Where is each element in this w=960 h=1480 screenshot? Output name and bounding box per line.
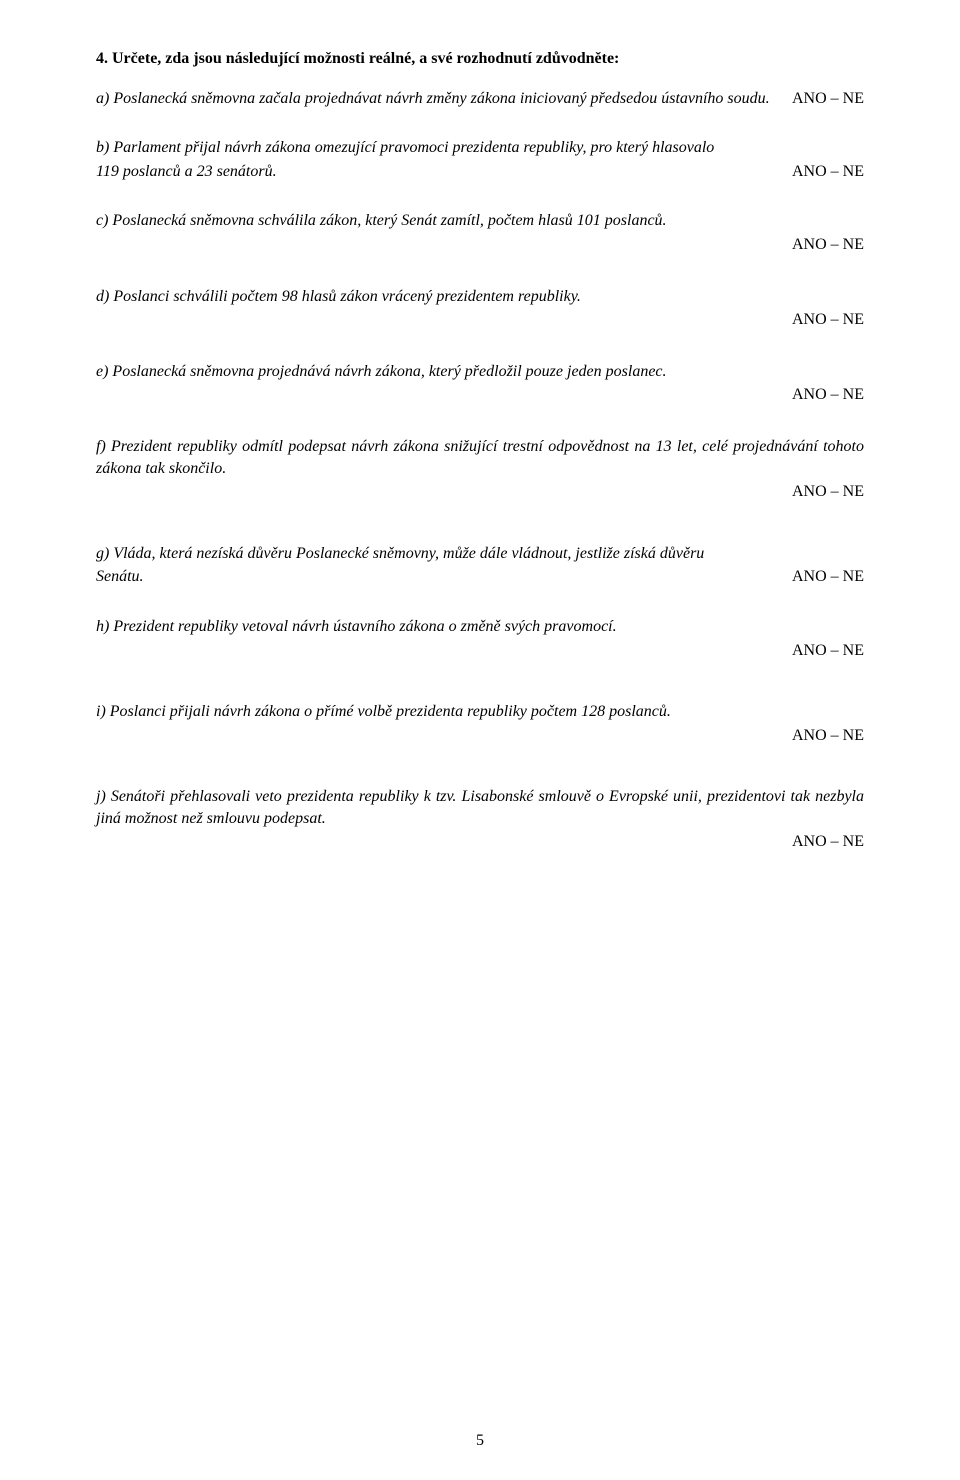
- item-d-answer: ANO – NE: [96, 309, 864, 331]
- item-g-answer: ANO – NE: [792, 566, 864, 588]
- item-b-answer: ANO – NE: [792, 161, 864, 183]
- item-h-text: h) Prezident republiky vetoval návrh úst…: [96, 616, 864, 638]
- item-i-answer: ANO – NE: [96, 725, 864, 747]
- item-b-line2: 119 poslanců a 23 senátorů.: [96, 161, 792, 183]
- item-a-row: a) Poslanecká sněmovna začala projednáva…: [96, 88, 864, 110]
- item-f-text: f) Prezident republiky odmítl podepsat n…: [96, 436, 864, 479]
- item-c-text: c) Poslanecká sněmovna schválila zákon, …: [96, 210, 864, 232]
- item-j-answer: ANO – NE: [96, 831, 864, 853]
- item-b-line1: b) Parlament přijal návrh zákona omezují…: [96, 137, 864, 159]
- item-b-row2: 119 poslanců a 23 senátorů. ANO – NE: [96, 161, 864, 183]
- item-j-text: j) Senátoři přehlasovali veto prezidenta…: [96, 786, 864, 829]
- item-h-answer: ANO – NE: [96, 640, 864, 662]
- item-e-text: e) Poslanecká sněmovna projednává návrh …: [96, 361, 864, 383]
- item-e-answer: ANO – NE: [96, 384, 864, 406]
- item-a-answer: ANO – NE: [792, 88, 864, 110]
- item-i-text: i) Poslanci přijali návrh zákona o přímé…: [96, 701, 864, 723]
- item-g-line1: g) Vláda, která nezíská důvěru Poslaneck…: [96, 543, 864, 565]
- item-f-answer: ANO – NE: [96, 481, 864, 503]
- question-heading: 4. Určete, zda jsou následující možnosti…: [96, 48, 864, 70]
- item-g-row2: Senátu. ANO – NE: [96, 566, 864, 588]
- item-g-line2: Senátu.: [96, 566, 792, 588]
- item-a-text: a) Poslanecká sněmovna začala projednáva…: [96, 88, 792, 110]
- item-c-answer: ANO – NE: [96, 234, 864, 256]
- item-d-text: d) Poslanci schválili počtem 98 hlasů zá…: [96, 286, 864, 308]
- page-number: 5: [0, 1430, 960, 1452]
